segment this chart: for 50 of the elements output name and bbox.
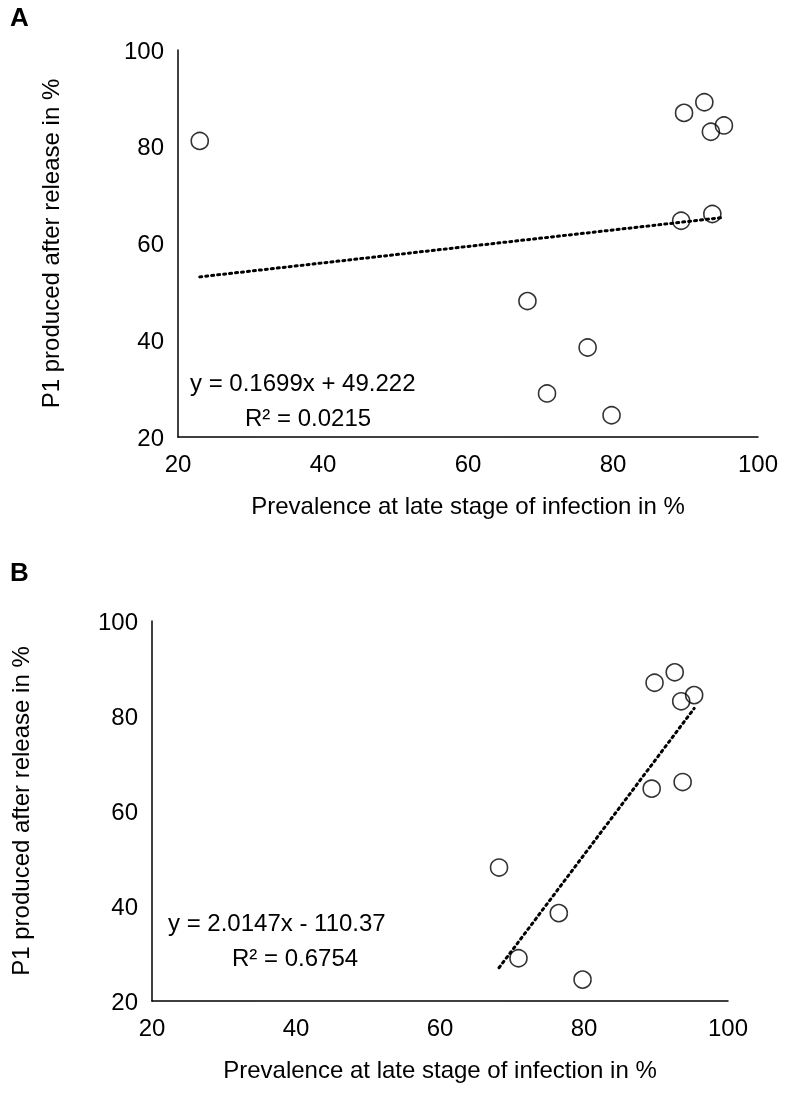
chart-title: A (10, 2, 29, 32)
x-tick-label: 40 (309, 449, 337, 477)
point (673, 772, 692, 792)
point (573, 970, 592, 989)
point (602, 405, 621, 425)
point (684, 685, 704, 705)
point (701, 122, 721, 142)
y-tick-label: 60 (111, 797, 138, 825)
point (509, 948, 528, 968)
x-tick-label: 80 (599, 449, 627, 477)
point (703, 204, 722, 224)
point (537, 384, 557, 403)
annotation: y = 2.0147x - 110.37 (168, 908, 386, 936)
point (578, 338, 597, 357)
point (665, 663, 685, 682)
point (642, 779, 661, 798)
point (674, 103, 694, 123)
y-tick-label: 100 (97, 607, 138, 635)
y-tick-label: 80 (137, 133, 164, 161)
x-axis-title: Prevalence at late stage of infection in % (251, 491, 685, 519)
y-axis-title: P1 produced after release in % (36, 78, 64, 409)
y-tick-label: 40 (137, 326, 164, 354)
point (489, 858, 509, 877)
chart-title: B (10, 557, 29, 587)
y-tick-label: 80 (111, 702, 138, 730)
x-tick-label: 80 (570, 1013, 598, 1041)
point (695, 92, 714, 112)
point (671, 211, 691, 231)
y-tick-label: 20 (111, 987, 138, 1015)
point (190, 131, 210, 151)
x-tick-label: 100 (737, 449, 779, 477)
x-tick-label: 60 (426, 1013, 454, 1041)
y-tick-label: 20 (137, 423, 164, 451)
x-tick-label: 40 (282, 1013, 310, 1041)
x-axis-title: Prevalence at late stage of infection in % (223, 1055, 657, 1083)
point (645, 673, 664, 693)
x-tick-label: 20 (164, 449, 192, 477)
annotation: R² = 0.0215 (245, 403, 372, 431)
x-tick-label: 60 (454, 449, 482, 477)
annotation: R² = 0.6754 (232, 943, 359, 971)
point (549, 903, 569, 923)
point (518, 291, 537, 311)
y-axis-title: P1 produced after release in % (6, 646, 34, 976)
point (714, 116, 734, 135)
y-tick-label: 60 (137, 230, 164, 257)
y-tick-label: 40 (111, 892, 138, 920)
y-tick-label: 100 (123, 36, 164, 64)
annotation: y = 0.1699x + 49.222 (190, 368, 416, 396)
point (671, 691, 691, 711)
x-tick-label: 100 (707, 1013, 749, 1041)
